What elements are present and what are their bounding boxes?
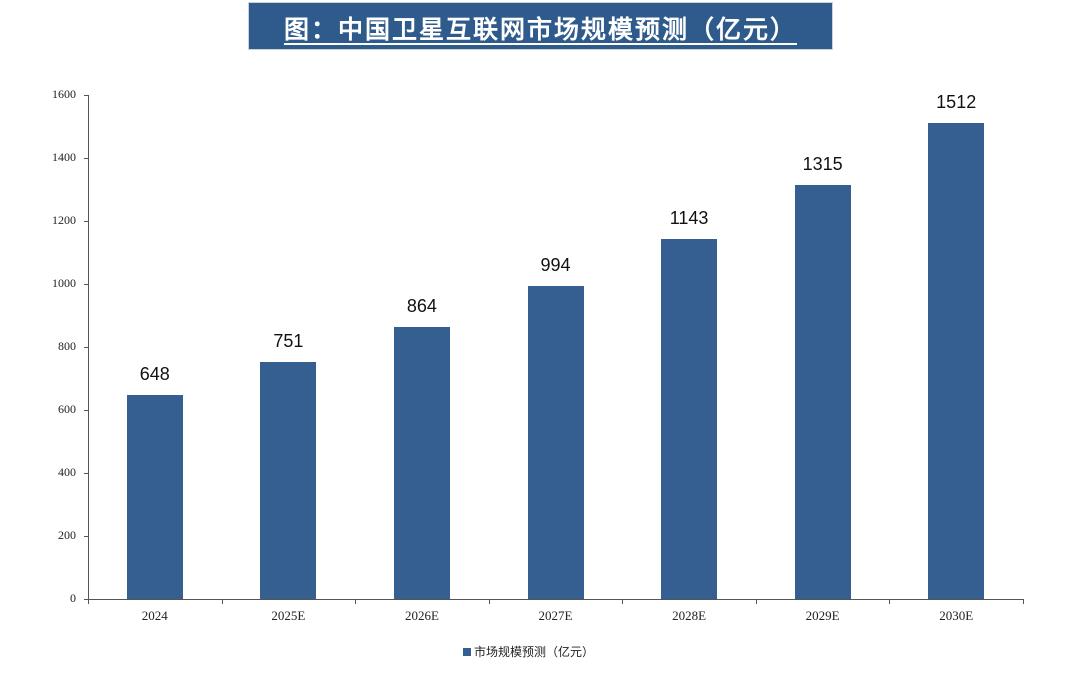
- y-tick-label: 800: [58, 339, 76, 353]
- y-tick-mark: [84, 158, 89, 159]
- bar-2027E: [527, 285, 584, 599]
- x-tick-label: 2026E: [404, 608, 439, 623]
- x-axis: [88, 599, 1024, 600]
- y-tick-mark: [84, 95, 89, 96]
- data-label: 994: [540, 254, 571, 275]
- x-tick-mark: [889, 599, 891, 604]
- x-tick-label: 2029E: [805, 608, 840, 623]
- y-tick-mark: [84, 410, 89, 411]
- legend-label: 市场规模预测（亿元）: [474, 645, 595, 659]
- x-tick-mark: [622, 599, 624, 604]
- y-tick-label: 0: [70, 591, 76, 605]
- x-tick-label: 2027E: [538, 608, 573, 623]
- bar-2029E: [794, 184, 851, 599]
- y-tick-mark: [84, 599, 89, 600]
- y-tick-label: 600: [58, 402, 76, 416]
- bar-2026E: [393, 326, 450, 599]
- y-tick-mark: [84, 536, 89, 537]
- bar-2028E: [661, 238, 718, 599]
- legend-swatch: [463, 647, 471, 656]
- x-tick-mark: [221, 599, 223, 604]
- y-tick-label: 400: [58, 465, 76, 479]
- chart-title: 图：中国卫星互联网市场规模预测（亿元）: [283, 15, 797, 44]
- data-label: 1143: [669, 207, 709, 228]
- bar-2025E: [260, 362, 317, 599]
- data-label: 751: [273, 331, 304, 352]
- x-tick-mark: [355, 599, 357, 604]
- y-tick-label: 1600: [52, 87, 76, 101]
- y-tick-mark: [84, 473, 89, 474]
- y-tick-label: 200: [58, 528, 76, 542]
- bar-2024: [126, 394, 183, 599]
- y-tick-label: 1200: [52, 213, 76, 227]
- x-tick-mark: [1023, 599, 1024, 604]
- y-tick-mark: [84, 221, 89, 222]
- y-tick-mark: [84, 347, 89, 348]
- y-tick-mark: [84, 284, 89, 285]
- data-label: 1315: [802, 153, 843, 174]
- legend: 市场规模预测（亿元）: [463, 643, 594, 660]
- x-tick-mark: [755, 599, 757, 604]
- data-label: 864: [406, 295, 437, 316]
- bar-2030E: [928, 122, 985, 599]
- y-tick-label: 1400: [52, 150, 76, 164]
- data-label: 1512: [936, 91, 977, 112]
- x-tick-label: 2030E: [939, 608, 974, 623]
- x-tick-label: 2025E: [271, 608, 306, 623]
- chart-title-banner: 图：中国卫星互联网市场规模预测（亿元）: [248, 2, 833, 50]
- x-tick-label: 2024: [141, 608, 168, 623]
- x-tick-mark: [88, 599, 89, 604]
- y-tick-label: 1000: [52, 276, 76, 290]
- data-label: 648: [139, 363, 170, 384]
- x-tick-mark: [488, 599, 490, 604]
- x-tick-label: 2028E: [672, 608, 707, 623]
